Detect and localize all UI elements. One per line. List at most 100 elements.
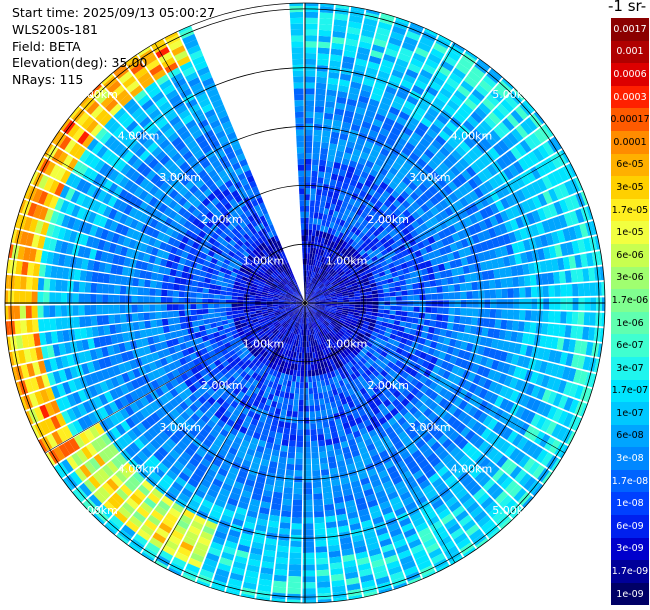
range-gate-cell bbox=[319, 374, 325, 381]
range-gate-cell bbox=[205, 328, 213, 335]
range-gate-cell bbox=[155, 281, 163, 289]
range-gate-cell bbox=[318, 317, 324, 323]
range-gate-cell bbox=[483, 402, 494, 415]
range-gate-cell bbox=[303, 523, 314, 530]
range-gate-cell bbox=[502, 117, 515, 131]
range-gate-cell bbox=[220, 316, 228, 321]
range-gate-cell bbox=[541, 471, 553, 484]
range-gate-cell bbox=[305, 229, 309, 236]
range-gate-cell bbox=[96, 315, 104, 326]
range-gate-cell bbox=[458, 454, 470, 466]
range-gate-cell bbox=[411, 449, 422, 460]
range-gate-cell bbox=[244, 331, 252, 337]
range-gate-cell bbox=[390, 296, 397, 301]
range-gate-cell bbox=[355, 106, 366, 115]
range-gate-cell bbox=[309, 323, 312, 329]
range-gate-cell bbox=[471, 89, 485, 102]
range-gate-cell bbox=[196, 314, 204, 321]
range-gate-cell bbox=[124, 405, 135, 417]
range-gate-cell bbox=[373, 177, 382, 187]
range-gate-cell bbox=[309, 316, 312, 323]
range-gate-cell bbox=[65, 242, 75, 255]
range-gate-cell bbox=[109, 388, 119, 401]
range-gate-cell bbox=[319, 305, 326, 308]
range-gate-cell bbox=[154, 359, 163, 369]
range-gate-cell bbox=[190, 413, 200, 423]
range-gate-cell bbox=[213, 294, 221, 299]
range-gate-cell bbox=[289, 344, 294, 352]
range-gate-cell bbox=[249, 294, 256, 298]
range-gate-cell bbox=[493, 383, 504, 395]
range-gate-cell bbox=[100, 251, 109, 262]
range-gate-cell bbox=[98, 393, 109, 406]
range-gate-cell bbox=[328, 209, 334, 216]
range-gate-cell bbox=[308, 259, 312, 266]
range-gate-cell bbox=[468, 394, 479, 405]
range-gate-cell bbox=[188, 384, 198, 394]
range-gate-cell bbox=[379, 127, 390, 137]
range-gate-cell bbox=[377, 354, 385, 362]
range-gate-cell bbox=[256, 518, 268, 527]
range-gate-cell bbox=[556, 337, 565, 351]
range-gate-cell bbox=[412, 312, 420, 318]
range-gate-cell bbox=[276, 324, 282, 330]
range-gate-cell bbox=[316, 338, 320, 346]
range-gate-cell bbox=[314, 522, 326, 530]
range-gate-cell bbox=[318, 296, 325, 299]
range-gate-cell bbox=[485, 358, 494, 369]
range-gate-cell bbox=[378, 297, 385, 302]
range-gate-cell bbox=[431, 139, 443, 151]
range-gate-cell bbox=[55, 279, 62, 292]
range-gate-cell bbox=[470, 162, 482, 174]
range-gate-cell bbox=[328, 544, 340, 552]
range-gate-cell bbox=[331, 255, 338, 263]
range-gate-cell bbox=[363, 354, 370, 362]
range-gate-cell bbox=[109, 324, 117, 335]
range-gate-cell bbox=[343, 177, 352, 185]
range-gate-cell bbox=[479, 79, 493, 93]
range-gate-cell bbox=[357, 422, 366, 430]
range-gate-cell bbox=[347, 289, 354, 293]
range-gate-cell bbox=[75, 257, 83, 269]
range-gate-cell bbox=[179, 316, 186, 323]
range-gate-cell bbox=[96, 283, 103, 294]
range-gate-cell bbox=[376, 107, 388, 117]
range-gate-cell bbox=[393, 208, 402, 217]
range-gate-cell bbox=[138, 321, 146, 330]
range-gate-cell bbox=[306, 305, 309, 312]
range-gate-cell bbox=[301, 311, 304, 318]
range-gate-cell bbox=[302, 599, 317, 603]
range-gate-cell bbox=[568, 255, 577, 269]
range-gate-cell bbox=[223, 410, 232, 419]
range-gate-cell bbox=[446, 346, 455, 355]
range-gate-cell bbox=[247, 558, 261, 567]
range-gate-cell bbox=[341, 326, 348, 332]
range-gate-cell bbox=[470, 449, 482, 462]
range-gate-cell bbox=[293, 351, 297, 359]
range-gate-cell bbox=[353, 187, 361, 195]
range-gate-cell bbox=[523, 425, 535, 439]
range-gate-cell bbox=[331, 280, 337, 285]
range-gate-cell bbox=[304, 188, 311, 195]
range-gate-cell bbox=[263, 378, 270, 386]
range-gate-cell bbox=[489, 393, 499, 405]
range-gate-cell bbox=[526, 183, 537, 197]
range-gate-cell bbox=[342, 421, 351, 430]
range-gate-cell bbox=[417, 74, 431, 85]
range-gate-cell bbox=[300, 317, 303, 324]
range-gate-cell bbox=[126, 429, 138, 442]
range-gate-cell bbox=[202, 382, 211, 392]
range-gate-cell bbox=[158, 334, 166, 342]
range-gate-cell bbox=[540, 160, 552, 175]
range-gate-cell bbox=[346, 98, 358, 107]
range-gate-cell bbox=[449, 300, 455, 307]
range-gate-cell bbox=[468, 383, 478, 394]
range-gate-cell bbox=[518, 422, 530, 436]
range-gate-cell bbox=[325, 303, 332, 306]
range-gate-cell bbox=[398, 326, 405, 332]
range-gate-cell bbox=[84, 460, 97, 475]
range-gate-cell bbox=[450, 331, 459, 340]
range-gate-cell bbox=[275, 557, 288, 565]
range-gate-cell bbox=[280, 409, 287, 417]
range-gate-cell bbox=[419, 137, 431, 148]
